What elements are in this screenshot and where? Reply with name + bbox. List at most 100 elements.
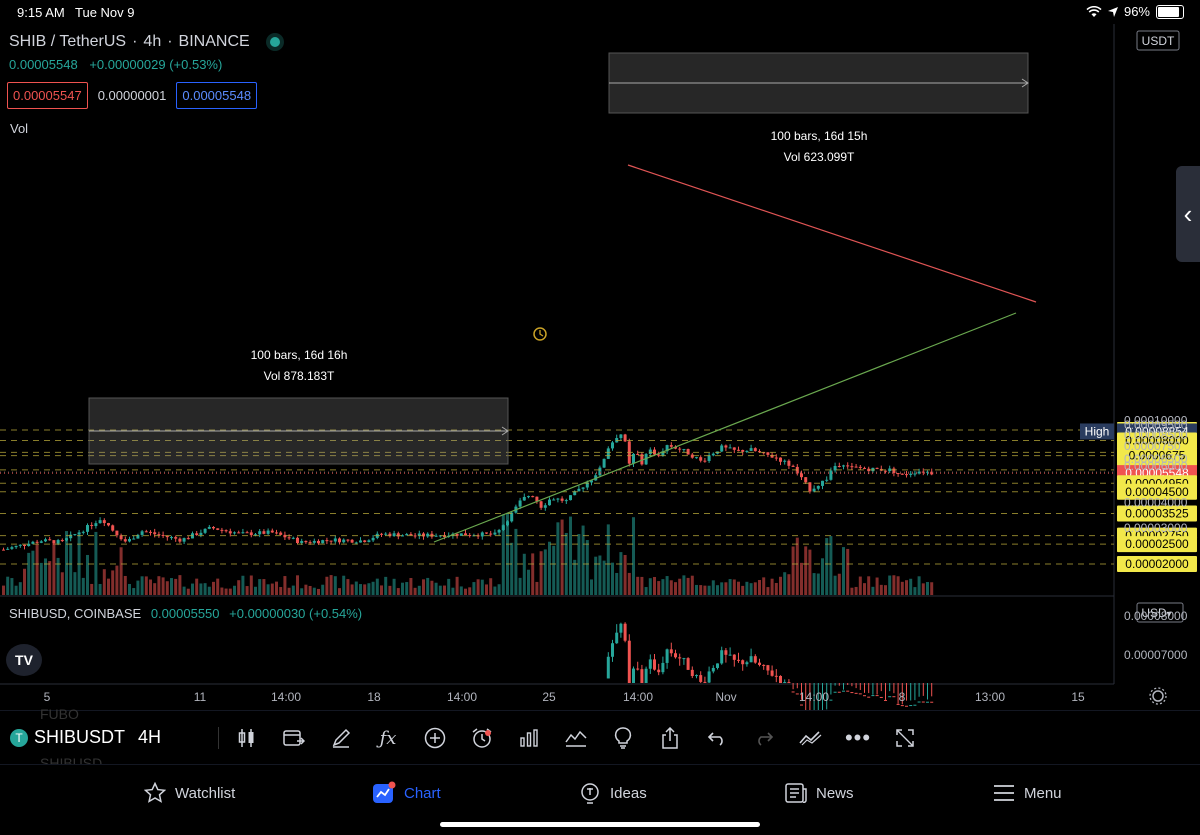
price-level-label: 0.00008000 <box>1125 434 1189 448</box>
measure-arrow-head <box>1021 78 1029 88</box>
share-icon[interactable] <box>653 723 687 753</box>
volume-bar <box>758 579 761 595</box>
candle-body <box>329 540 333 542</box>
indicators-icon[interactable]: ƒx <box>379 727 397 749</box>
candle <box>846 462 850 469</box>
candle-body <box>682 449 686 451</box>
sub-candle-body <box>892 696 896 698</box>
nav-ideas-label: Ideas <box>610 784 647 802</box>
buy-button[interactable]: 0.00005548 <box>176 82 258 109</box>
volume-bar <box>346 579 350 595</box>
trend-icon[interactable] <box>794 723 828 753</box>
sub-candle-body <box>653 659 656 670</box>
nav-news[interactable]: News <box>784 781 854 805</box>
candle-body <box>497 529 501 533</box>
volume-bar <box>531 553 535 595</box>
volume-bar <box>833 575 837 595</box>
sub-candle-body <box>921 701 925 703</box>
draw-icon[interactable] <box>324 723 358 753</box>
sub-candle-body <box>741 660 745 665</box>
candle-body <box>262 531 266 534</box>
candle-body <box>489 533 493 535</box>
candle-body <box>556 498 560 500</box>
volume-bar <box>329 575 333 595</box>
candle-body <box>770 454 774 458</box>
candle <box>854 463 858 468</box>
candle-body <box>426 533 430 537</box>
volume-bar <box>678 578 682 595</box>
candle-body <box>669 445 673 447</box>
price-chart[interactable]: 0.00009000High0.000088540.000080000.0000… <box>0 24 1200 710</box>
volume-bar <box>254 586 257 595</box>
sub-candle-body <box>615 632 619 644</box>
ghost-symbol-above: FUBO <box>40 706 79 722</box>
nav-watchlist[interactable]: Watchlist <box>143 781 235 805</box>
financials-icon[interactable] <box>559 723 593 753</box>
nav-ideas[interactable]: Ideas <box>578 781 647 805</box>
volume-bar <box>913 587 917 595</box>
candle <box>170 535 173 540</box>
candle-body <box>468 535 472 537</box>
compare-icon[interactable] <box>277 723 311 753</box>
candle <box>212 526 215 530</box>
candle-body <box>930 471 934 475</box>
interval-selector[interactable]: 4H <box>138 727 162 747</box>
toolbar-symbol: SHIBUSDT <box>34 727 126 747</box>
status-date: Tue Nov 9 <box>75 5 135 20</box>
redo-icon[interactable] <box>747 723 781 753</box>
volume-bar <box>514 528 518 595</box>
alert-icon[interactable] <box>465 723 499 753</box>
candle-body <box>884 470 887 472</box>
add-icon[interactable] <box>418 723 452 753</box>
volume-bar <box>863 583 866 595</box>
ideas-bulb-icon[interactable] <box>606 723 640 753</box>
volume-bar <box>23 568 26 595</box>
candle-body <box>300 540 304 543</box>
legend-interval[interactable]: 4h <box>143 33 162 50</box>
volume-bar <box>262 579 266 595</box>
candle <box>480 531 484 540</box>
bars-icon[interactable] <box>512 723 546 753</box>
gear-icon <box>1149 687 1167 705</box>
candle-body <box>611 442 614 449</box>
candle-body <box>401 535 404 537</box>
volume-legend[interactable]: Vol <box>10 121 29 136</box>
symbol-selector[interactable]: T SHIBUSDT <box>10 727 125 748</box>
candle-body <box>690 454 694 458</box>
market-open-icon <box>269 37 280 47</box>
sub-legend-symbol[interactable]: SHIBUSD, COINBASE <box>9 606 142 621</box>
volume-bar <box>333 576 337 595</box>
candle-body <box>657 454 661 456</box>
fullscreen-icon[interactable] <box>888 723 922 753</box>
nav-chart[interactable]: Chart <box>372 781 441 805</box>
candle <box>417 530 421 540</box>
candle <box>703 457 707 463</box>
sub-candle-body <box>884 699 887 701</box>
price-level-label-bg <box>1117 483 1197 500</box>
sub-candle-body <box>737 659 740 661</box>
side-panel-toggle[interactable]: ‹ <box>1176 166 1200 262</box>
candle <box>527 495 530 499</box>
volume-bar <box>245 586 249 595</box>
volume-bar <box>447 578 451 595</box>
sell-button[interactable]: 0.00005547 <box>7 82 88 109</box>
more-icon[interactable]: ••• <box>844 725 872 750</box>
candle-body <box>598 467 602 476</box>
sub-legend-change: +0.00000030 (+0.54%) <box>229 606 363 621</box>
volume-bar <box>52 543 56 595</box>
undo-icon[interactable] <box>700 723 734 753</box>
volume-bar <box>107 578 110 595</box>
sub-candle-body <box>930 701 934 703</box>
sub-candle-body <box>854 692 858 694</box>
nav-menu[interactable]: Menu <box>992 781 1062 805</box>
candle <box>753 447 757 452</box>
legend-symbol[interactable]: SHIB / TetherUS <box>9 33 127 50</box>
volume-bar <box>808 549 812 595</box>
volume-bar <box>569 516 572 595</box>
candle <box>388 531 392 538</box>
candles-icon[interactable] <box>230 723 264 753</box>
volume-bar <box>879 584 883 595</box>
candle <box>98 517 102 524</box>
sub-candle-body <box>913 704 917 706</box>
volume-bar <box>27 552 31 595</box>
